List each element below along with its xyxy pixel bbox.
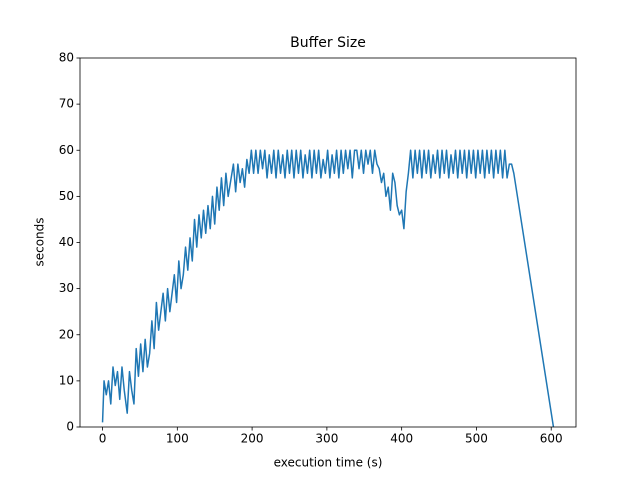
y-tick-label: 10 [59,373,74,387]
y-tick-label: 40 [59,235,74,249]
y-axis-label: seconds [33,217,47,266]
x-axis-label: execution time (s) [274,456,383,470]
chart-title: Buffer Size [290,35,366,51]
y-tick-label: 50 [59,189,74,203]
x-tick-label: 200 [241,432,264,446]
x-tick-label: 500 [465,432,488,446]
y-tick-label: 20 [59,327,74,341]
data-line [101,149,555,428]
y-tick-label: 0 [66,420,74,434]
y-tick-label: 60 [59,143,74,157]
y-tick-label: 80 [59,51,74,65]
x-tick-label: 400 [390,432,413,446]
axes-frame [79,57,577,428]
x-tick-label: 0 [99,432,107,446]
y-tick-label: 70 [59,97,74,111]
y-tick-label: 30 [59,281,74,295]
x-tick-label: 100 [166,432,189,446]
x-tick-label: 600 [540,432,563,446]
x-tick-label: 300 [315,432,338,446]
